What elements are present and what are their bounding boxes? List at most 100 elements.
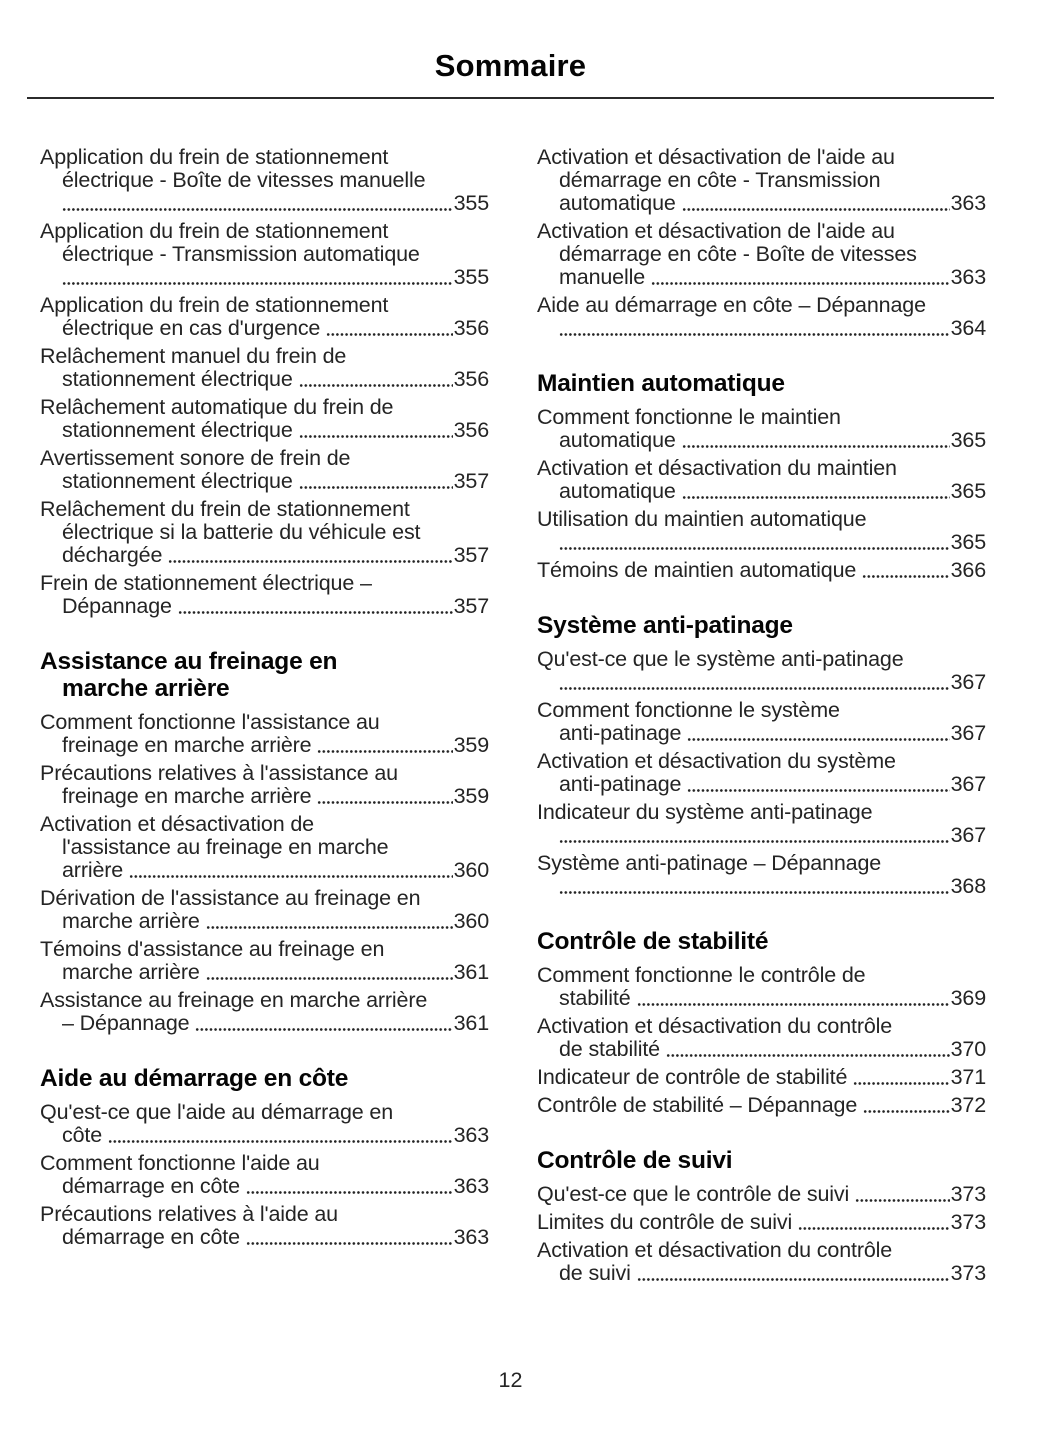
toc-column-right: Activation et désactivation de l'aide au… <box>537 146 986 1290</box>
toc-entry-last-line: de stabilité 370 <box>537 1038 986 1061</box>
toc-entry-last-line: de suivi 373 <box>537 1262 986 1285</box>
toc-entry-page-number: 363 <box>453 1225 490 1249</box>
toc-entry-tail: stationnement électrique <box>62 367 293 391</box>
dot-leader <box>108 1139 453 1144</box>
toc-entry-line: Activation et désactivation de l'aide au <box>537 219 895 243</box>
toc-section-heading-line: Aide au démarrage en côte <box>40 1065 349 1092</box>
toc-entry: Activation et désactivation de l'aide au… <box>537 146 986 215</box>
dot-leader <box>298 434 453 439</box>
toc-entry-line: Application du frein de stationnement <box>40 145 389 169</box>
dot-leader <box>681 444 950 449</box>
toc-entry-line: Comment fonctionne l'aide au <box>40 1151 320 1175</box>
toc-entry-line: Utilisation du maintien automatique <box>537 507 867 531</box>
toc-entry: Comment fonctionne l'assistance au freina… <box>40 711 489 757</box>
toc-entry: Indicateur du système anti-patinage 367 <box>537 801 986 847</box>
toc-entry: Qu'est-ce que le système anti-patinage 36… <box>537 648 986 694</box>
toc-entry-last-line: Témoins de maintien automatique 366 <box>537 559 986 582</box>
toc-entry-page-number: 355 <box>453 265 490 289</box>
toc-entry-page-number: 373 <box>950 1210 987 1234</box>
dot-leader <box>298 485 453 490</box>
toc-entry: Limites du contrôle de suivi 373 <box>537 1211 986 1234</box>
toc-entry-last-line: stationnement électrique 356 <box>40 368 489 391</box>
toc-entry: Dérivation de l'assistance au freinage e… <box>40 887 489 933</box>
toc-entry: Application du frein de stationnement éle… <box>40 220 489 289</box>
toc-section-heading: Contrôle de stabilité <box>537 928 986 955</box>
dot-leader <box>559 686 950 691</box>
toc-entry-last-line: démarrage en côte 363 <box>40 1175 489 1198</box>
toc-section-heading-line: marche arrière <box>62 675 230 702</box>
toc-entry-last-line: Dépannage 357 <box>40 595 489 618</box>
toc-entry-page-number: 356 <box>453 367 490 391</box>
dot-leader <box>853 1081 950 1086</box>
toc-entry-last-line: 365 <box>537 531 986 554</box>
toc-entry-last-line: marche arrière 361 <box>40 961 489 984</box>
toc-entry-tail: Dépannage <box>62 594 172 618</box>
toc-entry: Comment fonctionne le maintien automatiqu… <box>537 406 986 452</box>
toc-entry-line: électrique - Transmission automatique <box>62 242 420 266</box>
toc-entry-last-line: automatique 365 <box>537 480 986 503</box>
toc-entry-last-line: 368 <box>537 875 986 898</box>
toc-entry-page-number: 363 <box>453 1123 490 1147</box>
dot-leader <box>636 1277 950 1282</box>
toc-entry: Témoins de maintien automatique 366 <box>537 559 986 582</box>
toc-entry-last-line: Limites du contrôle de suivi 373 <box>537 1211 986 1234</box>
toc-entry-page-number: 357 <box>453 594 490 618</box>
toc-entry-line: Qu'est-ce que le système anti-patinage <box>537 647 904 671</box>
toc-entry-page-number: 361 <box>453 1011 490 1035</box>
toc-entry-page-number: 363 <box>453 1174 490 1198</box>
toc-column-left: Application du frein de stationnement éle… <box>40 146 489 1290</box>
toc-entry-page-number: 355 <box>453 191 490 215</box>
toc-entry: Utilisation du maintien automatique 365 <box>537 508 986 554</box>
toc-entry-line: Activation et désactivation de l'aide au <box>537 145 895 169</box>
toc-entry-tail: freinage en marche arrière <box>62 784 312 808</box>
toc-entry-tail: automatique <box>559 191 676 215</box>
toc-entry-page-number: 365 <box>950 479 987 503</box>
toc-entry-line: démarrage en côte - Transmission <box>559 168 881 192</box>
toc-entry-line: Témoins d'assistance au freinage en <box>40 937 385 961</box>
toc-entry: Activation et désactivation du maintien a… <box>537 457 986 503</box>
toc-entry-last-line: freinage en marche arrière 359 <box>40 734 489 757</box>
toc-entry-tail: Indicateur de contrôle de stabilité <box>537 1065 848 1089</box>
dot-leader <box>298 383 453 388</box>
toc-entry-page-number: 356 <box>453 418 490 442</box>
toc-entry-last-line: Contrôle de stabilité – Dépannage 372 <box>537 1094 986 1117</box>
toc-entry-tail: marche arrière <box>62 909 200 933</box>
toc-entry-page-number: 360 <box>453 909 490 933</box>
toc-entry-last-line: 364 <box>537 317 986 340</box>
dot-leader <box>62 207 453 212</box>
toc-section-heading-line: Contrôle de suivi <box>537 1147 733 1174</box>
toc-entry-page-number: 366 <box>950 558 987 582</box>
toc-entry-page-number: 373 <box>950 1261 987 1285</box>
toc-entry-line: Comment fonctionne le maintien <box>537 405 841 429</box>
toc-entry-line: Précautions relatives à l'assistance au <box>40 761 398 785</box>
toc-section-heading: Assistance au freinage en marche arrière <box>40 648 489 702</box>
toc-entry-line: Activation et désactivation du contrôle <box>537 1014 893 1038</box>
title-divider <box>27 97 994 99</box>
dot-leader <box>651 281 950 286</box>
toc-entry-page-number: 372 <box>950 1093 987 1117</box>
toc-section-heading-line: Système anti-patinage <box>537 612 793 639</box>
toc-entry-line: démarrage en côte - Boîte de vitesses <box>559 242 917 266</box>
toc-entry-last-line: anti-patinage 367 <box>537 773 986 796</box>
toc-entry-page-number: 361 <box>453 960 490 984</box>
dot-leader <box>195 1027 453 1032</box>
toc-entry: Comment fonctionne le contrôle de stabili… <box>537 964 986 1010</box>
dot-leader <box>559 890 950 895</box>
toc-entry-last-line: électrique en cas d'urgence 356 <box>40 317 489 340</box>
toc-entry-page-number: 359 <box>453 733 490 757</box>
toc-entry-last-line: 367 <box>537 824 986 847</box>
toc-entry-line: Activation et désactivation du système <box>537 749 896 773</box>
toc-entry-tail: côte <box>62 1123 103 1147</box>
toc-entry-last-line: stabilité 369 <box>537 987 986 1010</box>
toc-entry-line: Activation et désactivation de <box>40 812 314 836</box>
toc-entry-line: électrique - Boîte de vitesses manuelle <box>62 168 426 192</box>
toc-entry-line: Relâchement du frein de stationnement <box>40 497 410 521</box>
toc-entry-page-number: 367 <box>950 772 987 796</box>
dot-leader <box>245 1190 453 1195</box>
toc-entry: Activation et désactivation de l'aide au… <box>537 220 986 289</box>
toc-entry: Indicateur de contrôle de stabilité 371 <box>537 1066 986 1089</box>
toc-section-heading-line: Maintien automatique <box>537 370 785 397</box>
toc-entry: Activation et désactivation du système an… <box>537 750 986 796</box>
dot-leader <box>559 546 950 551</box>
